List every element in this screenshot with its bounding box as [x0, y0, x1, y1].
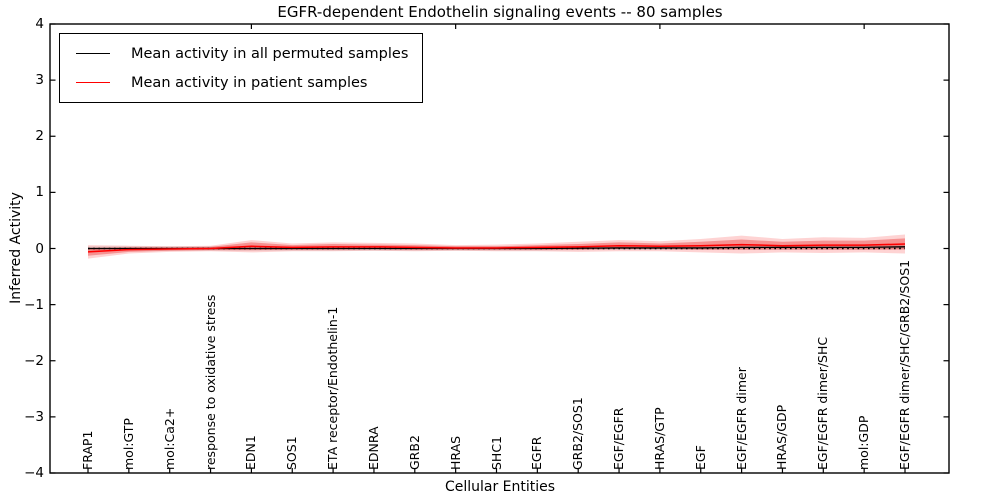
x-category-label: SOS1 — [284, 436, 300, 470]
y-tick-label: −3 — [24, 408, 44, 425]
legend: Mean activity in all permuted samples Me… — [59, 33, 424, 103]
legend-label: Mean activity in all permuted samples — [131, 45, 409, 62]
patient-band-inner — [88, 238, 905, 256]
legend-label: Mean activity in patient samples — [131, 74, 368, 91]
y-tick-label: 0 — [35, 240, 44, 257]
patient-band-outer — [88, 234, 905, 259]
x-category-label: SHC1 — [488, 435, 504, 470]
x-category-label: EGF/EGFR dimer/SHC/GRB2/SOS1 — [897, 259, 912, 470]
x-category-label: EGF/EGFR dimer/SHC — [815, 336, 831, 470]
y-tick-label: 2 — [35, 128, 44, 145]
x-category-label: EGFR — [529, 436, 545, 470]
x-category-label: EDNRA — [365, 426, 381, 470]
x-category-label: mol:GDP — [856, 415, 872, 470]
y-tick-label: −1 — [24, 296, 44, 313]
chart-title: EGFR-dependent Endothelin signaling even… — [277, 3, 723, 21]
x-category-label: GRB2/SOS1 — [570, 397, 586, 470]
x-category-label: EDN1 — [243, 435, 259, 470]
x-category-label: EGF/EGFR dimer — [733, 367, 749, 470]
x-axis-label: Cellular Entities — [444, 479, 556, 495]
x-category-label: mol:GTP — [120, 418, 136, 470]
x-category-label: mol:Ca2+ — [161, 407, 177, 470]
x-category-label: FRAP1 — [80, 430, 95, 470]
x-category-label: HRAS — [447, 435, 463, 470]
y-tick-label: 3 — [35, 72, 44, 89]
permuted-line-swatch — [76, 53, 110, 54]
y-tick-label: 4 — [35, 16, 44, 32]
patient-line-swatch — [76, 82, 110, 83]
x-category-label: ETA receptor/Endothelin-1 — [325, 306, 341, 470]
x-category-label: EGF/EGFR — [611, 407, 627, 470]
legend-entry-permuted: Mean activity in all permuted samples — [66, 39, 408, 68]
patient-mean-line — [87, 243, 906, 253]
x-category-label: EGF — [692, 445, 708, 470]
x-category-label: GRB2 — [406, 435, 422, 470]
y-tick-label: −2 — [24, 352, 44, 369]
x-category-label: response to oxidative stress — [202, 294, 218, 470]
x-category-label: HRAS/GTP — [651, 407, 667, 470]
legend-entry-patient: Mean activity in patient samples — [66, 68, 408, 97]
y-tick-label: −4 — [24, 465, 44, 481]
x-category-label: HRAS/GDP — [774, 404, 790, 470]
y-tick-label: 1 — [35, 184, 44, 201]
